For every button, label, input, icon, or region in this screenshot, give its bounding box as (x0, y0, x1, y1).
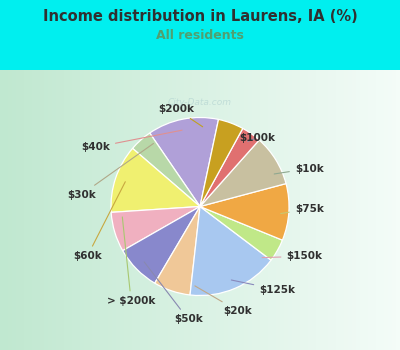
Text: City-Data.com: City-Data.com (168, 98, 232, 107)
Text: $10k: $10k (274, 163, 324, 174)
Text: $50k: $50k (144, 262, 202, 324)
Text: $150k: $150k (262, 251, 322, 261)
Wedge shape (200, 206, 282, 260)
Wedge shape (150, 118, 218, 206)
Text: $75k: $75k (281, 204, 324, 214)
Text: Income distribution in Laurens, IA (%): Income distribution in Laurens, IA (%) (43, 9, 357, 24)
Wedge shape (111, 206, 200, 251)
Text: $30k: $30k (67, 144, 154, 200)
Wedge shape (132, 133, 200, 206)
Wedge shape (200, 119, 243, 206)
Text: > $200k: > $200k (107, 217, 155, 307)
Wedge shape (200, 140, 286, 206)
Wedge shape (200, 184, 289, 240)
Wedge shape (200, 128, 259, 206)
Text: $125k: $125k (231, 280, 295, 295)
Wedge shape (123, 206, 200, 283)
Wedge shape (155, 206, 200, 295)
Text: $40k: $40k (81, 130, 182, 152)
Text: $60k: $60k (73, 182, 125, 261)
Wedge shape (111, 148, 200, 212)
Text: $200k: $200k (158, 104, 203, 127)
Text: $20k: $20k (195, 286, 252, 316)
Wedge shape (190, 206, 271, 295)
Text: $100k: $100k (239, 133, 275, 143)
Text: All residents: All residents (156, 29, 244, 42)
